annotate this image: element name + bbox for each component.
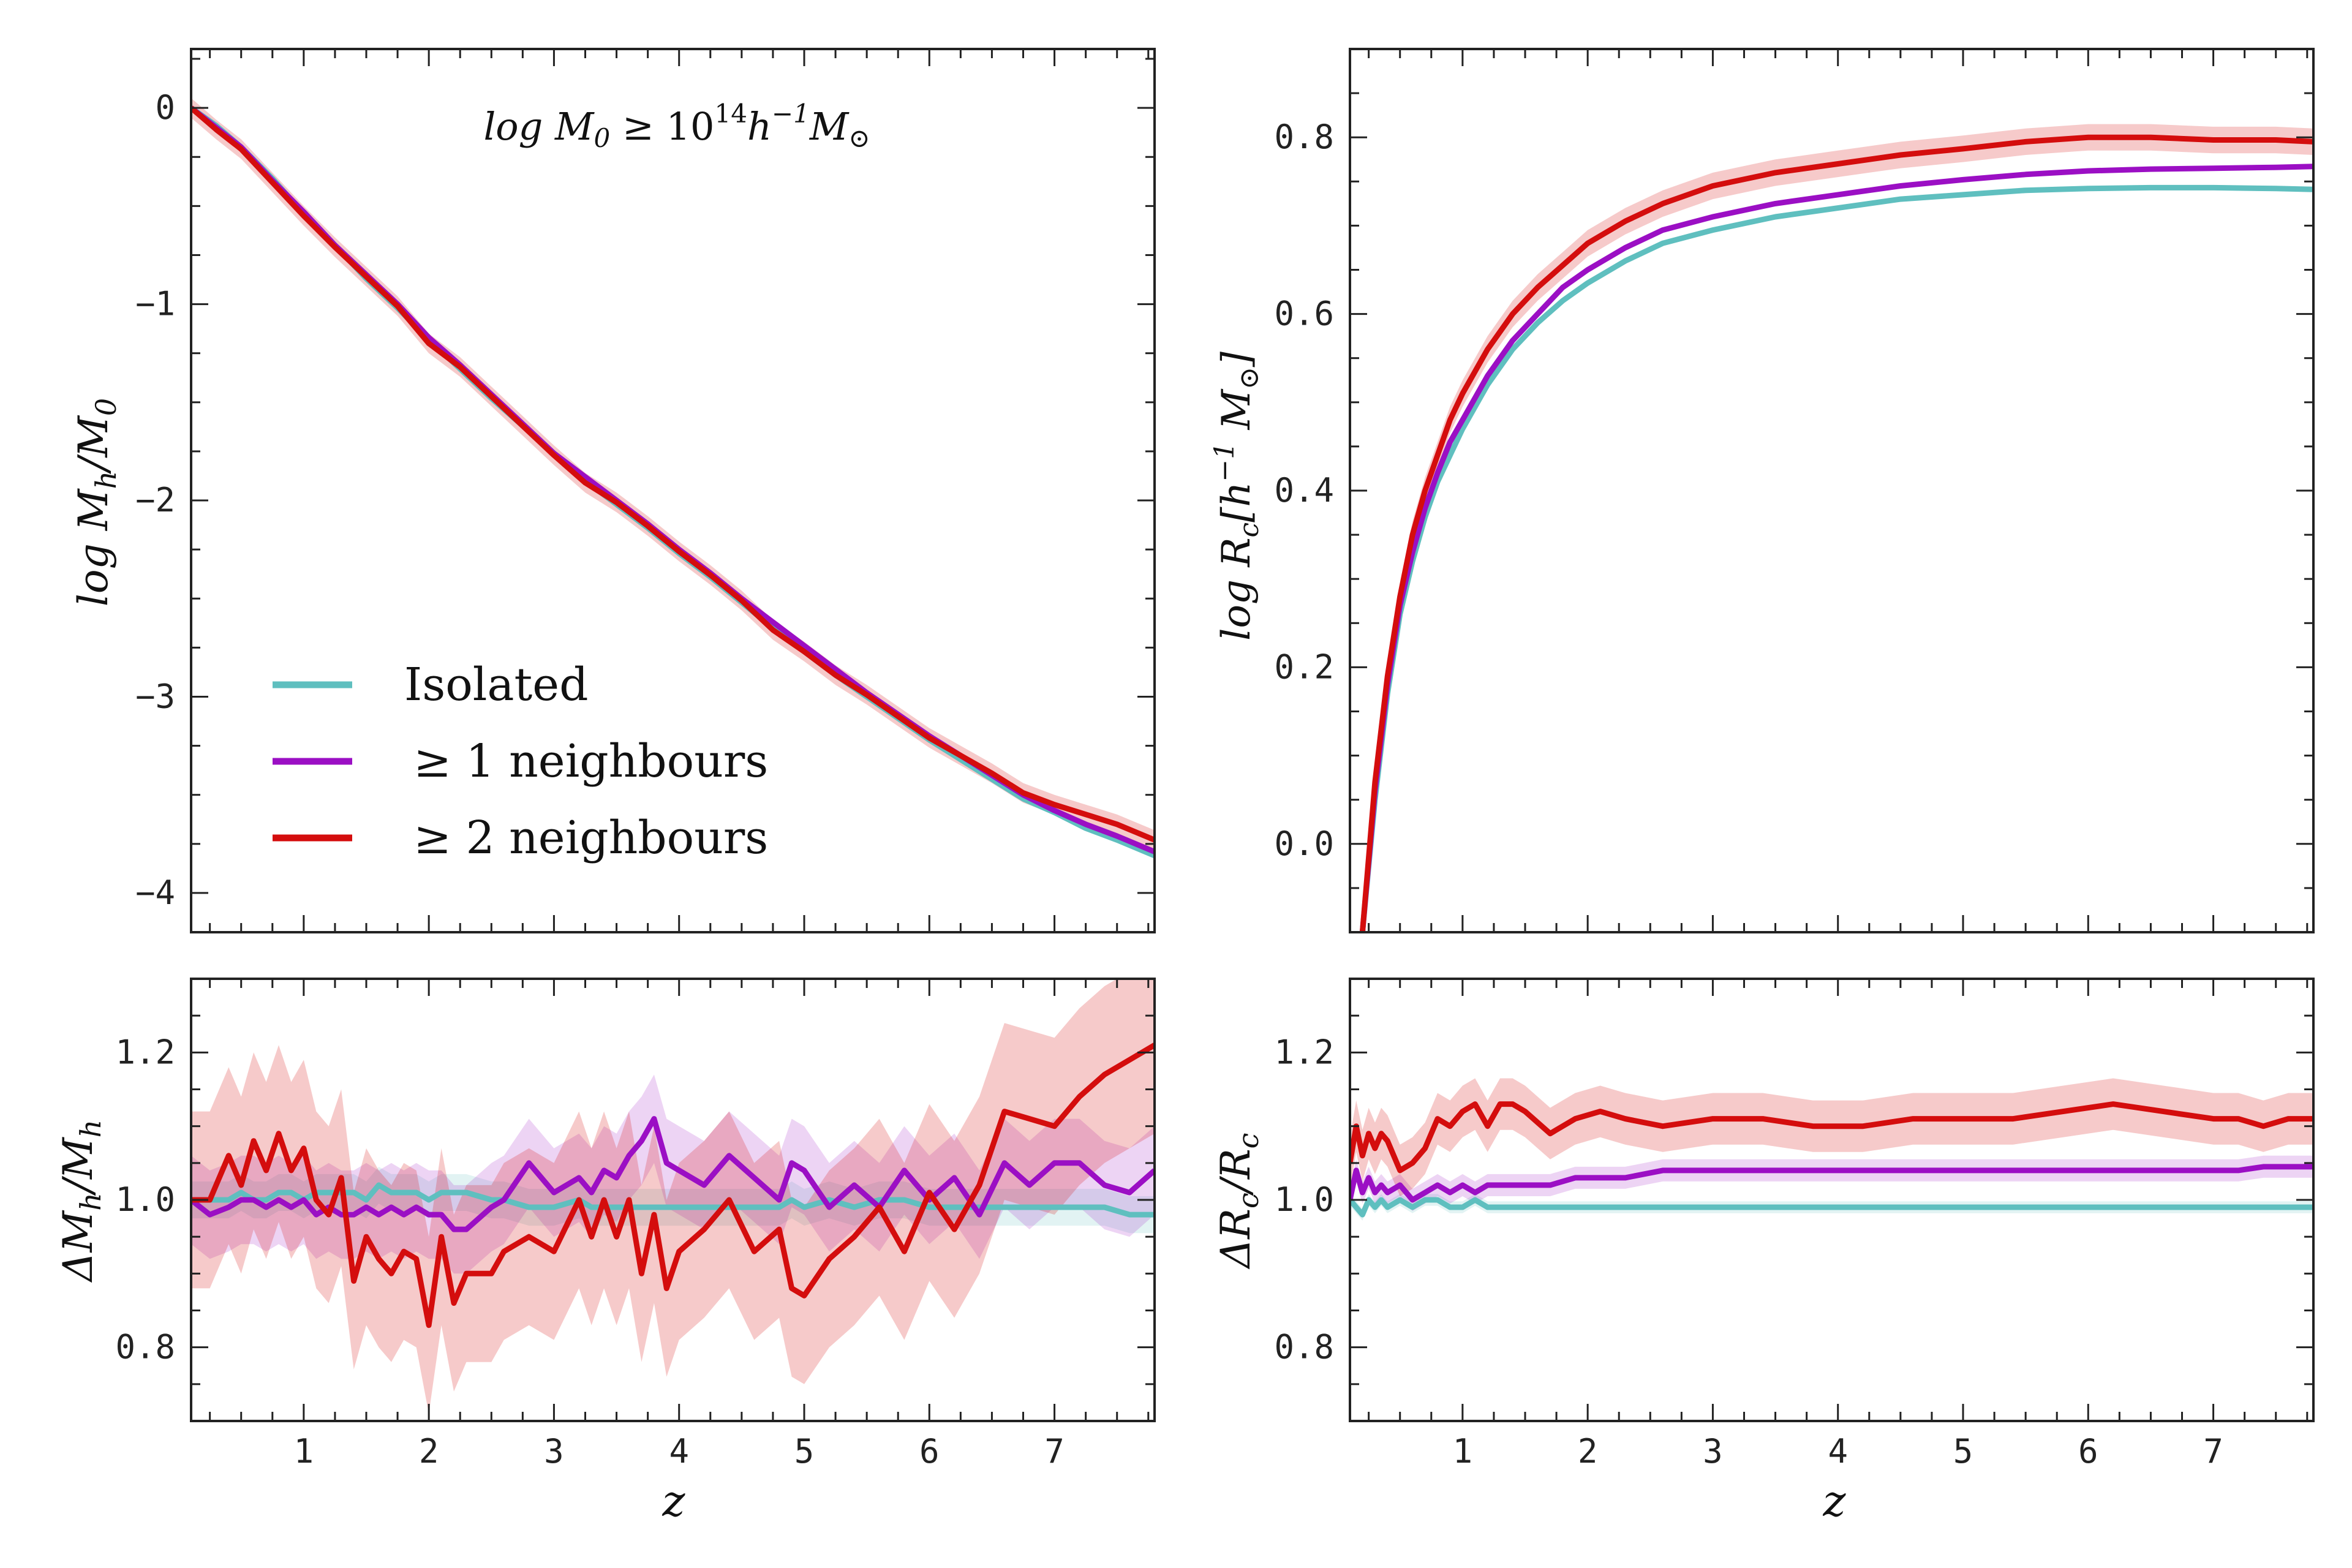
- ylabel-radius-history: log Rc[h−1 M⊙]: [1209, 351, 1265, 641]
- band-series-0: [191, 1166, 1155, 1234]
- axes-frame: [190, 48, 1156, 933]
- line-series-2: [191, 105, 1155, 843]
- legend: Isolated ≥ 1 neighbours ≥ 2 neighbours: [273, 658, 768, 864]
- y-tick-label: 1.0: [115, 1180, 175, 1219]
- y-tick-label: 0.2: [1274, 647, 1334, 686]
- x-tick-label: 1: [1453, 1432, 1473, 1471]
- line-series-2: [191, 1042, 1155, 1329]
- plot-area: [1350, 1078, 2313, 1221]
- y-tick-label: 0.6: [1274, 295, 1334, 333]
- x-tick-label: 5: [1953, 1432, 1973, 1471]
- y-tick-label: 0.4: [1274, 471, 1334, 510]
- x-tick-label: 4: [1828, 1432, 1848, 1471]
- y-tick-label: −4: [135, 873, 175, 912]
- line-series-1: [1359, 164, 2313, 932]
- xlabel-left: z: [662, 1476, 686, 1526]
- x-tick-label: 2: [419, 1432, 439, 1471]
- xlabel-right: z: [1823, 1476, 1847, 1526]
- line-series-2: [1350, 1101, 2313, 1174]
- y-tick-label: 0.8: [1274, 118, 1334, 156]
- plot-area: [191, 98, 1155, 859]
- legend-label-isolated: Isolated: [404, 658, 588, 711]
- y-tick-label: −3: [135, 677, 175, 715]
- plot-area: [191, 979, 1155, 1414]
- x-tick-label: 3: [1703, 1432, 1723, 1471]
- y-tick-label: 1.2: [1274, 1033, 1334, 1071]
- ylabel-mass-history: log Mh/M0: [70, 398, 123, 606]
- x-tick-label: 4: [669, 1432, 689, 1471]
- x-tick-label: 3: [544, 1432, 564, 1471]
- y-tick-label: 1.2: [115, 1033, 175, 1071]
- y-tick-label: 1.0: [1274, 1180, 1334, 1219]
- panel-mass-ratio: 1 2 3 4 5 6 7 0.8 1.0 1.2: [115, 978, 1156, 1471]
- mass-threshold-annotation: log M0 ≥ 1014h−1M⊙: [483, 99, 870, 153]
- y-tick-label: 0.8: [115, 1328, 175, 1366]
- legend-label-n2: ≥ 2 neighbours: [413, 812, 768, 864]
- x-tick-label: 5: [794, 1432, 815, 1471]
- y-tick-label: −2: [135, 481, 175, 519]
- line-series-0: [1350, 1197, 2313, 1218]
- panel-mass-history: 0 −1 −2 −3 −4: [135, 48, 1156, 933]
- panel-radius-history: 0.0 0.2 0.4 0.6 0.8: [1274, 48, 2315, 933]
- x-tick-label: 1: [294, 1432, 314, 1471]
- x-tick-label: 6: [2078, 1432, 2098, 1471]
- y-tick-label: −1: [135, 285, 175, 323]
- plot-area: [1359, 124, 2313, 932]
- x-tick-label: 6: [919, 1432, 940, 1471]
- y-tick-label: 0.8: [1274, 1328, 1334, 1366]
- line-series-1: [191, 1116, 1155, 1232]
- line-series-2: [1359, 134, 2313, 932]
- y-tick-label: 0.0: [1274, 824, 1334, 863]
- line-series-1: [1350, 1164, 2313, 1203]
- panel-radius-ratio: 1 2 3 4 5 6 7 0.8 1.0 1.2: [1274, 978, 2315, 1471]
- x-tick-label: 7: [2203, 1432, 2223, 1471]
- x-tick-label: 2: [1578, 1432, 1598, 1471]
- legend-label-n1: ≥ 1 neighbours: [413, 735, 768, 788]
- y-tick-label: 0: [155, 88, 175, 127]
- x-tick-label: 7: [1044, 1432, 1065, 1471]
